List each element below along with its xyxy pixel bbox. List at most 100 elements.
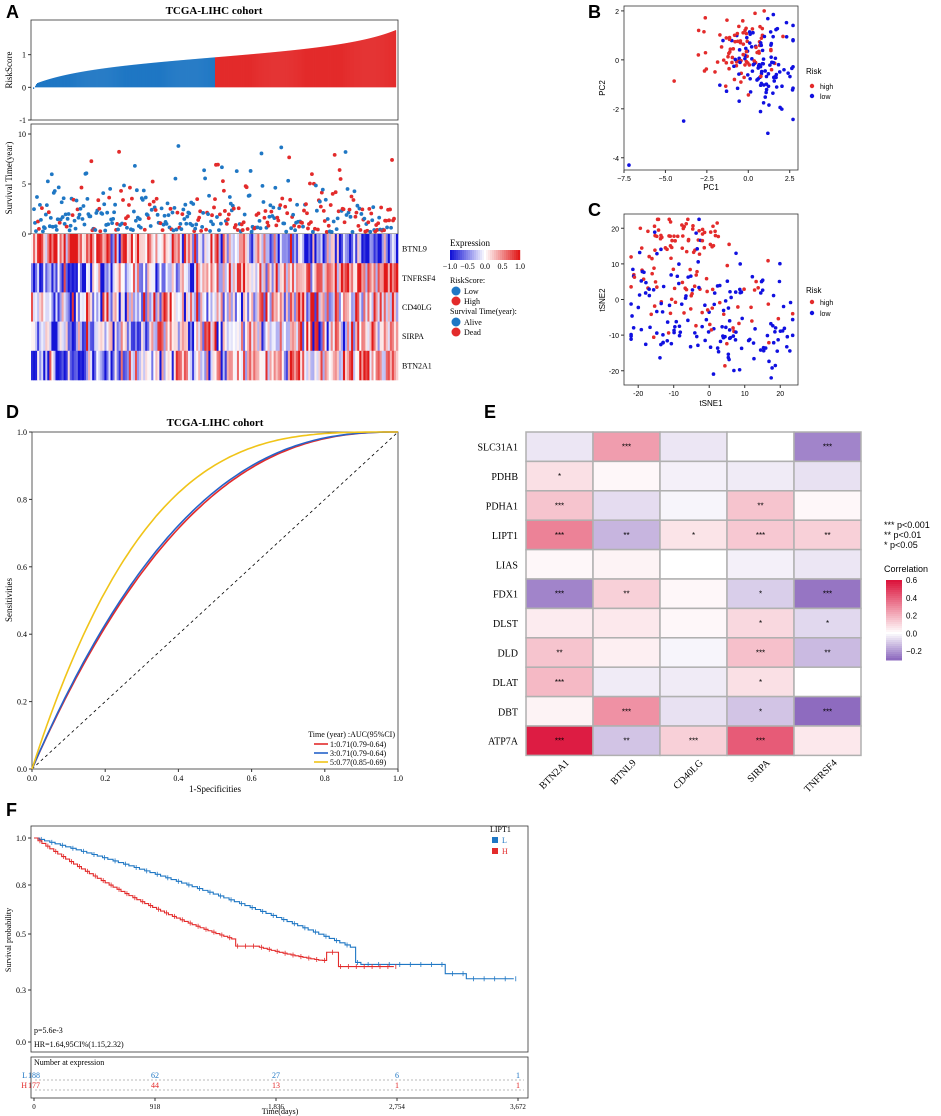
risk-bar	[253, 53, 255, 88]
risk-bar	[275, 51, 277, 88]
heat-cell-a	[296, 321, 299, 352]
heat-cell-a	[67, 263, 71, 293]
risk-bar	[305, 48, 307, 88]
y-tick-label-f: 0.8	[16, 881, 26, 890]
pca-point-high	[731, 47, 736, 51]
row-label-e: PDHA1	[486, 502, 518, 513]
tsne-point-low	[643, 291, 648, 295]
corr-cell	[726, 460, 795, 492]
y-tick-label-d: 0.6	[17, 563, 27, 572]
heat-cell-a	[61, 292, 64, 322]
x-tick-label-d: 0.4	[173, 774, 183, 783]
heat-cell-a	[369, 234, 372, 264]
point-alive	[201, 210, 206, 215]
corr-legend-swatch	[886, 628, 902, 631]
heat-cell-a	[383, 350, 387, 381]
heat-cell-a	[204, 292, 207, 322]
tsne-point-low	[726, 306, 731, 310]
corr-cell	[592, 548, 661, 580]
tsne-point-high	[731, 326, 735, 330]
risk-bar	[152, 62, 154, 88]
point-dead	[266, 223, 271, 228]
risk-table-frame	[30, 1056, 529, 1099]
pca-point-high	[769, 48, 773, 53]
tsne-point-low	[781, 304, 786, 309]
heat-cell-a	[298, 350, 301, 381]
heat-cell-a	[304, 234, 307, 264]
heat-cell-a	[257, 263, 260, 293]
heat-cell-a	[279, 350, 283, 381]
risk-bar	[333, 45, 335, 88]
y-tick-label-c: -10	[609, 333, 619, 340]
point-alive	[48, 215, 53, 220]
risk-bar	[251, 54, 253, 88]
y-tick-label-b: 2	[615, 9, 619, 16]
point-alive	[42, 226, 47, 230]
heat-cell-a	[67, 292, 71, 322]
risk-bar	[343, 43, 345, 88]
risk-bar	[201, 58, 203, 88]
point-alive	[268, 203, 273, 208]
tsne-point-high	[704, 276, 709, 281]
risk-bar	[154, 62, 156, 88]
pca-point-high	[760, 26, 765, 31]
expression-legend-tick: 0.5	[498, 262, 508, 271]
heat-cell-a	[310, 321, 313, 352]
risk-bar	[102, 68, 104, 88]
heat-cell-a	[298, 292, 301, 322]
heat-cell-a	[359, 263, 362, 293]
heat-cell-a	[363, 292, 366, 322]
heat-cell-a	[200, 234, 203, 264]
heat-cell-a	[289, 292, 293, 322]
heat-cell-a	[314, 234, 317, 264]
risk-bar	[43, 80, 46, 88]
corr-legend-swatch	[886, 656, 902, 659]
corr-cell	[659, 695, 728, 727]
pca-point-low	[766, 84, 771, 89]
point-dead	[300, 220, 304, 225]
corr-cell	[793, 725, 862, 757]
risk-bar	[276, 51, 278, 88]
risk-bar	[87, 70, 89, 88]
heat-cell-a	[287, 234, 291, 264]
heat-cell-a	[247, 321, 250, 352]
risk-bar	[179, 60, 181, 88]
heat-cell-a	[153, 292, 156, 322]
point-dead	[210, 213, 214, 218]
heat-cell-a	[314, 321, 317, 352]
heat-cell-a	[67, 321, 71, 352]
risk-bar	[174, 60, 176, 88]
point-alive	[131, 228, 135, 232]
heat-cell-a	[253, 321, 256, 352]
risk-table-count: 1	[516, 1071, 520, 1080]
risk-bar	[349, 42, 351, 88]
heat-cell-a	[326, 350, 329, 381]
heat-cell-a	[183, 234, 187, 264]
tsne-point-low	[751, 341, 756, 345]
heat-cell-a	[347, 350, 350, 381]
pca-point-low	[761, 101, 766, 105]
heat-cell-a	[265, 292, 268, 322]
point-alive	[260, 183, 265, 188]
risk-bar	[255, 53, 257, 88]
point-dead	[119, 188, 123, 193]
heat-cell-a	[306, 292, 309, 322]
heat-cell-a	[198, 263, 201, 293]
point-dead	[336, 209, 341, 214]
point-dead	[151, 199, 156, 204]
heat-cell-a	[326, 234, 329, 264]
heat-cell-a	[238, 350, 242, 381]
heat-cell-a	[81, 350, 85, 381]
heat-cell-a	[73, 292, 77, 322]
heat-cell-a	[245, 292, 248, 322]
risk-bar	[125, 65, 127, 88]
heat-cell-a	[88, 263, 91, 293]
heat-cell-a	[47, 350, 50, 381]
heat-cell-a	[347, 234, 350, 264]
point-alive	[77, 212, 82, 217]
point-dead	[384, 218, 388, 223]
pca-point-high	[741, 30, 745, 35]
heat-cell-a	[363, 263, 366, 293]
risk-bar	[301, 49, 303, 88]
heat-cell-a	[361, 234, 364, 264]
